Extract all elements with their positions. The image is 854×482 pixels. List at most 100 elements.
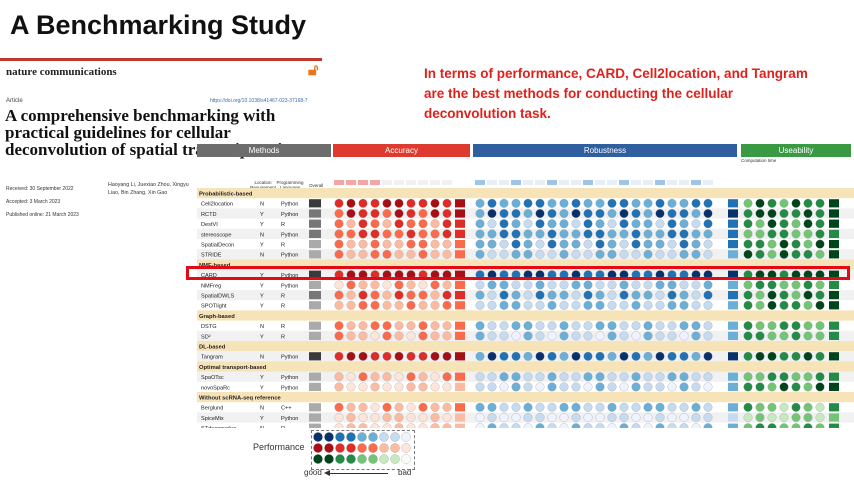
- method-name: SpatialDWLS: [201, 294, 235, 300]
- accuracy-dot: [382, 382, 392, 392]
- useability-dot: [767, 290, 777, 300]
- method-overall-bar: [309, 413, 321, 422]
- accuracy-dot: [370, 351, 380, 361]
- useability-dot: [791, 331, 801, 341]
- robustness-dot: [511, 300, 521, 310]
- robustness-dot: [619, 219, 629, 229]
- robustness-dot: [499, 300, 509, 310]
- robustness-dot: [475, 290, 485, 300]
- robustness-dot: [619, 249, 629, 259]
- robustness-dot: [535, 321, 545, 331]
- robustness-dot: [571, 249, 581, 259]
- doi-link[interactable]: https://doi.org/10.1038/s41467-023-37168…: [210, 98, 308, 104]
- robustness-dot: [595, 198, 605, 208]
- accuracy-dot: [442, 219, 452, 229]
- robustness-dot: [691, 239, 701, 249]
- useability-dot: [815, 351, 825, 361]
- robustness-dot: [691, 402, 701, 412]
- useability-dot: [755, 372, 765, 382]
- robustness-dot: [691, 209, 701, 218]
- robustness-dot: [667, 331, 677, 341]
- accuracy-dot: [430, 331, 440, 341]
- robustness-dot: [607, 229, 617, 239]
- useability-dot: [815, 229, 825, 239]
- accuracy-dot: [442, 280, 452, 290]
- robustness-dot: [655, 229, 665, 239]
- accuracy-dot: [358, 321, 368, 331]
- useability-dot: [779, 198, 789, 208]
- useability-dot: [791, 402, 801, 412]
- language-value: R: [281, 304, 285, 310]
- useability-dot: [743, 331, 753, 341]
- useability-dot: [743, 423, 753, 428]
- accuracy-dot: [370, 280, 380, 290]
- robustness-dot: [595, 300, 605, 310]
- accuracy-dot: [382, 239, 392, 249]
- robustness-dot: [607, 321, 617, 331]
- accuracy-overall-bar: [455, 291, 465, 300]
- language-value: R: [281, 324, 285, 330]
- accuracy-subheader-chip: [418, 180, 428, 185]
- robustness-subheader-chip: [499, 180, 509, 185]
- method-name: Berglund: [201, 406, 223, 412]
- useability-overall-bar: [829, 209, 839, 218]
- robustness-dot: [631, 249, 641, 259]
- robustness-dot: [523, 229, 533, 239]
- robustness-subheader-chip: [631, 180, 641, 185]
- useability-dot: [803, 382, 813, 392]
- robustness-dot: [475, 351, 485, 361]
- robustness-dot: [559, 423, 569, 428]
- robustness-dot: [571, 423, 581, 428]
- robustness-dot: [619, 300, 629, 310]
- robustness-dot: [595, 321, 605, 331]
- method-name: DSTG: [201, 324, 217, 330]
- robustness-dot: [487, 290, 497, 300]
- accuracy-dot: [334, 351, 344, 361]
- useability-overall-bar: [829, 229, 839, 238]
- robustness-dot: [511, 372, 521, 382]
- robustness-dot: [691, 290, 701, 300]
- accuracy-dot: [406, 280, 416, 290]
- robustness-dot: [595, 382, 605, 392]
- accuracy-overall-bar: [455, 250, 465, 259]
- robustness-dot: [547, 300, 557, 310]
- legend-dot: [335, 454, 345, 464]
- robustness-dot: [631, 290, 641, 300]
- accuracy-dot: [418, 402, 428, 412]
- accuracy-dot: [370, 300, 380, 310]
- useability-dot: [815, 280, 825, 290]
- robustness-dot: [643, 249, 653, 259]
- robustness-dot: [703, 423, 713, 428]
- robustness-dot: [583, 423, 593, 428]
- robustness-dot: [607, 209, 617, 218]
- useability-dot: [755, 249, 765, 259]
- robustness-dot: [691, 331, 701, 341]
- accuracy-dot: [394, 372, 404, 382]
- accuracy-overall-bar: [455, 280, 465, 289]
- robustness-dot: [679, 209, 689, 218]
- accuracy-dot: [358, 423, 368, 428]
- robustness-dot: [547, 321, 557, 331]
- robustness-dot: [499, 280, 509, 290]
- accuracy-dot: [394, 249, 404, 259]
- robustness-dot: [691, 198, 701, 208]
- useability-dot: [755, 239, 765, 249]
- legend-swatches: [313, 432, 411, 464]
- useability-overall-bar: [829, 331, 839, 340]
- robustness-dot: [571, 372, 581, 382]
- robustness-dot: [499, 198, 509, 208]
- language-value: R: [281, 222, 285, 228]
- robustness-dot: [583, 413, 593, 422]
- accuracy-dot: [382, 219, 392, 229]
- useability-dot: [755, 300, 765, 310]
- accuracy-dot: [430, 229, 440, 239]
- robustness-dot: [595, 372, 605, 382]
- accuracy-overall-bar: [455, 423, 465, 428]
- useability-dot: [779, 331, 789, 341]
- useability-dot: [755, 382, 765, 392]
- robustness-dot: [607, 413, 617, 422]
- useability-dot: [815, 290, 825, 300]
- useability-dot: [767, 249, 777, 259]
- accuracy-dot: [442, 300, 452, 310]
- robustness-dot: [631, 331, 641, 341]
